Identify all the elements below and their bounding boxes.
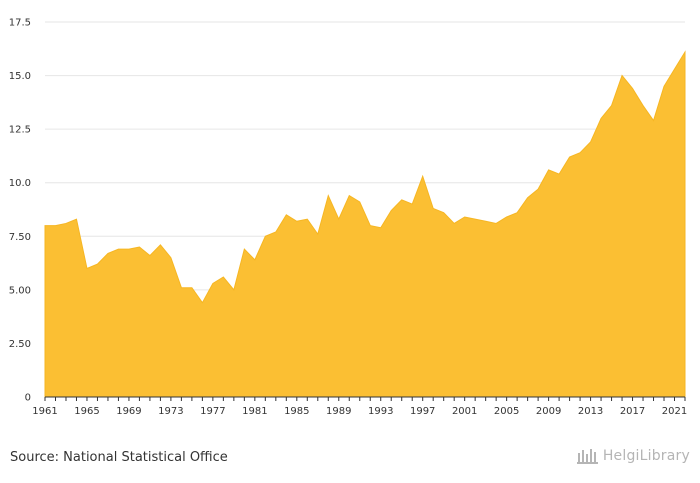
area-series-shape <box>44 50 686 398</box>
area-chart: 0 2.50 5.00 7.50 10.0 12.5 15.0 17.5 1961 1965 196… <box>9 18 688 418</box>
data-point[interactable] <box>63 220 69 226</box>
data-point[interactable] <box>168 255 174 261</box>
data-point[interactable] <box>115 246 121 252</box>
data-point[interactable] <box>619 73 625 79</box>
x-tick-label: 1985 <box>284 406 309 417</box>
data-point[interactable] <box>640 103 646 109</box>
x-tick-label: 2021 <box>662 406 687 417</box>
data-point[interactable] <box>556 171 562 177</box>
data-point[interactable] <box>273 229 279 235</box>
data-point[interactable] <box>630 85 636 91</box>
x-tick-label: 1993 <box>368 406 393 417</box>
x-tick-label: 1977 <box>200 406 225 417</box>
data-point[interactable] <box>567 154 573 160</box>
data-point[interactable] <box>661 83 667 89</box>
axes <box>44 396 686 401</box>
data-point[interactable] <box>577 150 583 156</box>
data-point[interactable] <box>147 253 153 259</box>
data-point[interactable] <box>52 223 58 229</box>
data-point[interactable] <box>294 218 300 224</box>
data-point[interactable] <box>336 216 342 222</box>
data-point[interactable] <box>462 214 468 220</box>
data-point[interactable] <box>241 246 247 252</box>
data-point[interactable] <box>262 233 268 239</box>
area-series <box>42 49 688 398</box>
chart-container: 0 2.50 5.00 7.50 10.0 12.5 15.0 17.5 1961 1965 196… <box>9 18 688 418</box>
data-point[interactable] <box>504 214 510 220</box>
data-point[interactable] <box>378 225 384 231</box>
y-tick-label: 7.50 <box>9 232 31 243</box>
data-point[interactable] <box>672 66 678 72</box>
data-point[interactable] <box>420 173 426 179</box>
chart-footer: Source: National Statistical Office Helg… <box>0 430 700 483</box>
data-point[interactable] <box>283 212 289 218</box>
data-point[interactable] <box>315 231 321 237</box>
data-point[interactable] <box>73 216 79 222</box>
data-point[interactable] <box>199 300 205 306</box>
y-tick-label: 2.50 <box>9 339 31 350</box>
y-tick-label: 10.0 <box>9 178 31 189</box>
data-point[interactable] <box>346 193 352 199</box>
data-point[interactable] <box>220 274 226 280</box>
y-tick-label: 5.00 <box>9 285 31 296</box>
data-point[interactable] <box>546 167 552 173</box>
data-point[interactable] <box>84 265 90 271</box>
data-point[interactable] <box>399 197 405 203</box>
y-tick-label: 0 <box>25 393 31 404</box>
x-tick-label: 1961 <box>32 406 57 417</box>
data-point[interactable] <box>514 210 520 216</box>
brand-logo[interactable]: HelgiLibrary <box>576 448 690 464</box>
data-point[interactable] <box>367 223 373 229</box>
data-point[interactable] <box>126 246 132 252</box>
data-point[interactable] <box>535 186 541 192</box>
data-point[interactable] <box>304 216 310 222</box>
x-tick-label: 1997 <box>410 406 435 417</box>
x-tick-label: 1981 <box>242 406 267 417</box>
data-point[interactable] <box>430 205 436 211</box>
data-point[interactable] <box>178 285 184 291</box>
tick-labels: 0 2.50 5.00 7.50 10.0 12.5 15.0 17.5 1961 1965 196… <box>9 18 688 418</box>
x-tick-label: 1973 <box>158 406 183 417</box>
data-point[interactable] <box>94 261 100 267</box>
x-tick-label: 2017 <box>620 406 645 417</box>
data-point[interactable] <box>189 285 195 291</box>
data-point[interactable] <box>105 250 111 256</box>
x-tick-label: 1989 <box>326 406 351 417</box>
data-point[interactable] <box>609 103 615 109</box>
data-point[interactable] <box>588 139 594 145</box>
data-point[interactable] <box>651 118 657 124</box>
data-point[interactable] <box>598 115 604 121</box>
data-point[interactable] <box>231 287 237 293</box>
data-point[interactable] <box>682 49 688 55</box>
data-point[interactable] <box>451 220 457 226</box>
y-tick-label: 15.0 <box>9 71 31 82</box>
data-point[interactable] <box>325 193 331 199</box>
data-point[interactable] <box>388 208 394 214</box>
y-tick-label: 12.5 <box>9 125 31 136</box>
x-tick-label: 2013 <box>578 406 603 417</box>
library-logo-icon <box>576 448 599 464</box>
data-point[interactable] <box>441 210 447 216</box>
data-point[interactable] <box>409 201 415 207</box>
source-label: Source: National Statistical Office <box>10 450 228 465</box>
data-point[interactable] <box>157 242 163 248</box>
y-tick-label: 17.5 <box>9 18 31 29</box>
x-tick-label: 2009 <box>536 406 561 417</box>
brand-name: HelgiLibrary <box>602 448 690 464</box>
data-point[interactable] <box>357 199 363 205</box>
data-point[interactable] <box>483 218 489 224</box>
x-tick-label: 2001 <box>452 406 477 417</box>
data-point[interactable] <box>493 220 499 226</box>
x-tick-label: 2005 <box>494 406 519 417</box>
data-point[interactable] <box>42 223 48 229</box>
x-tick-label: 1969 <box>116 406 141 417</box>
data-point[interactable] <box>136 244 142 250</box>
data-point[interactable] <box>525 195 531 201</box>
data-point[interactable] <box>210 280 216 286</box>
x-tick-label: 1965 <box>74 406 99 417</box>
data-point[interactable] <box>472 216 478 222</box>
data-point[interactable] <box>252 257 258 263</box>
